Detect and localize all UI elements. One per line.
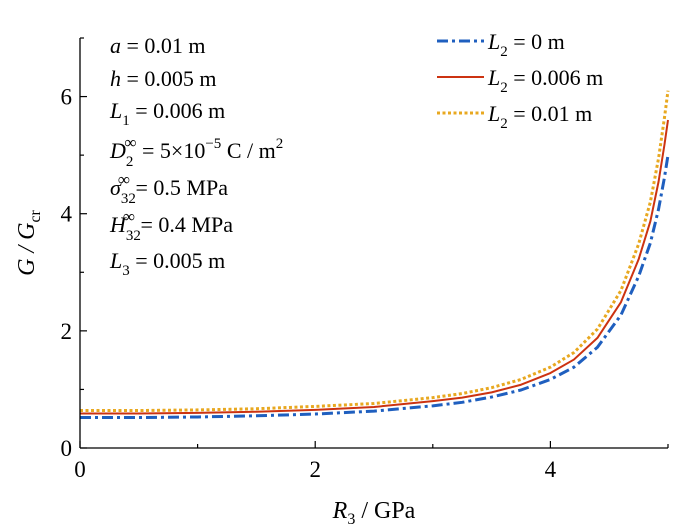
x-tick-label-1: 2 — [309, 457, 321, 482]
x-axis-title: R3 / GPa — [332, 498, 416, 528]
legend-label-0: L2 = 0 m — [487, 29, 565, 60]
y-tick-label-1: 2 — [61, 319, 73, 344]
series-line-0 — [80, 154, 670, 420]
x-tick-label-2: 4 — [545, 457, 557, 482]
axis-titles: R3 / GPa G / Gcr — [14, 209, 416, 528]
legend-label-1: L2 = 0.006 m — [487, 65, 603, 96]
parameter-0: a = 0.01 m — [110, 33, 206, 58]
parameter-1: h = 0.005 m — [110, 66, 217, 91]
y-tick-label-0: 0 — [61, 436, 73, 461]
y-tick-label-2: 4 — [61, 202, 73, 227]
series-line-1 — [80, 119, 669, 415]
series-line-2 — [80, 90, 670, 413]
parameter-4: σ32∞ = 0.5 MPa — [110, 170, 228, 207]
parameter-5: H32∞ = 0.4 MPa — [109, 207, 233, 244]
x-tick-label-0: 0 — [74, 457, 86, 482]
parameter-2: L1 = 0.006 m — [109, 98, 225, 129]
parameter-6: L3 = 0.005 m — [109, 248, 225, 279]
legend-label-2: L2 = 0.01 m — [487, 101, 592, 132]
parameter-3: D2∞ = 5×10−5 C / m2 — [109, 133, 283, 170]
axes-layer: 0 2 4 0 2 4 6 — [61, 37, 669, 482]
series-layer — [80, 90, 670, 420]
y-axis-title: G / Gcr — [14, 209, 44, 275]
parameter-annotations: a = 0.01 m h = 0.005 m L1 = 0.006 m D2∞ = 5… — [109, 33, 283, 279]
legend: L2 = 0 m L2 = 0.006 m L2 = 0.01 m — [437, 29, 603, 132]
y-tick-label-3: 6 — [61, 85, 73, 110]
